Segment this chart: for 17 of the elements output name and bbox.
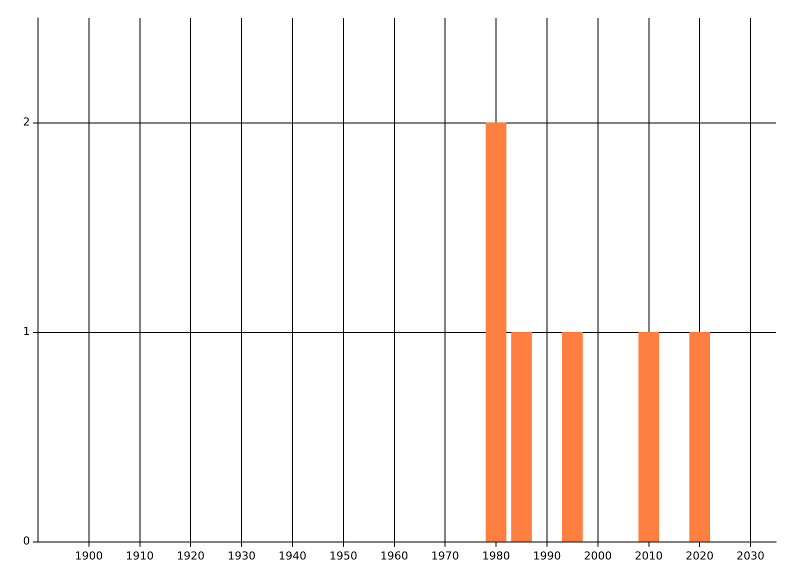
x-tick-label: 2020: [686, 549, 714, 562]
x-tick-label: 2010: [634, 549, 663, 562]
x-tick-label: 1970: [431, 549, 460, 562]
x-tick-label: 1930: [228, 549, 256, 562]
x-tick-label: 1950: [329, 549, 358, 562]
x-tick-label: 1920: [176, 549, 205, 562]
y-tick-label: 0: [23, 534, 30, 548]
x-tick-label: 1940: [278, 549, 306, 562]
y-tick-label: 1: [23, 325, 30, 338]
x-tick-label: 1990: [532, 549, 561, 562]
y-tick-label: 2: [23, 116, 30, 129]
x-tick-label: 1900: [74, 549, 103, 562]
x-tick-label: 1980: [482, 549, 510, 562]
x-tick-label: 1910: [126, 549, 154, 562]
x-tick-label: 1960: [380, 549, 408, 562]
x-tick-label: 2000: [584, 549, 612, 562]
x-tick-label: 2030: [736, 549, 765, 562]
